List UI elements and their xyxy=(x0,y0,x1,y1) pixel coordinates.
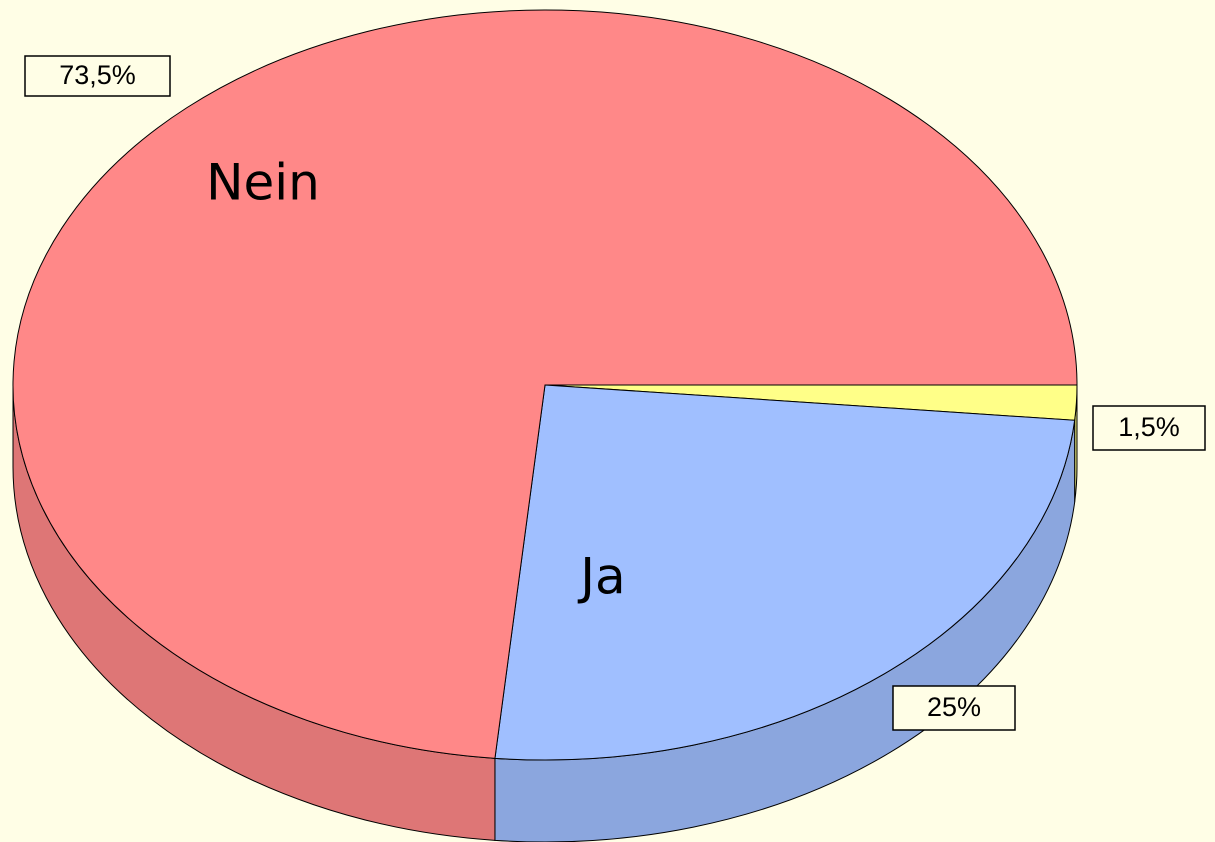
value-label: 25% xyxy=(927,692,981,722)
category-label: Nein xyxy=(206,154,320,212)
value-label: 1,5% xyxy=(1118,412,1180,442)
value-label-box xyxy=(1092,405,1206,451)
slice xyxy=(494,384,1076,761)
value-label-box xyxy=(24,55,171,97)
value-label-box xyxy=(892,685,1016,731)
value-label: 73,5% xyxy=(59,60,136,90)
category-label: Ja xyxy=(577,548,625,606)
slice xyxy=(12,9,1078,759)
